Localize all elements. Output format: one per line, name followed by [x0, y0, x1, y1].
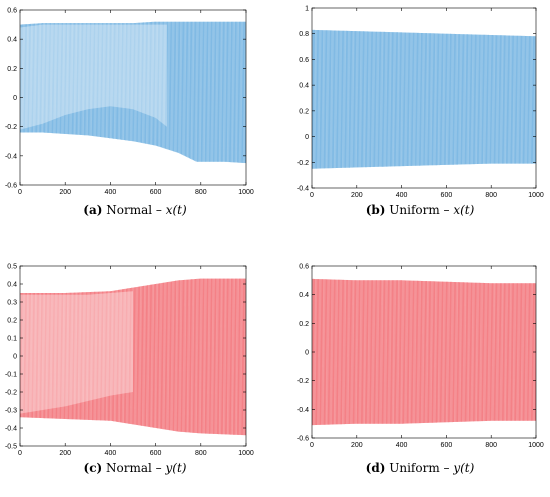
- oscillation-line: [20, 21, 246, 164]
- y-tick-label: 0.5: [7, 264, 17, 271]
- y-tick-label: -0.6: [5, 183, 17, 190]
- caption-var: x(t): [165, 203, 187, 217]
- caption-b: (b) Uniform – x(t): [320, 203, 520, 217]
- y-tick-label: -0.2: [5, 124, 17, 131]
- y-tick-label: 0: [13, 354, 17, 361]
- y-tick-label: 0.8: [299, 31, 309, 38]
- y-tick-label: -0.2: [297, 160, 309, 167]
- x-tick-label: 600: [441, 192, 453, 199]
- y-tick-label: 0.6: [299, 57, 309, 64]
- y-tick-label: 0: [13, 95, 17, 102]
- x-tick-label: 1000: [238, 450, 254, 457]
- series-group: [312, 29, 536, 169]
- y-tick-label: -0.4: [297, 407, 309, 414]
- caption-d: (d) Uniform – y(t): [320, 461, 520, 475]
- y-tick-label: -0.2: [5, 390, 17, 397]
- y-tick-label: -0.4: [5, 426, 17, 433]
- x-tick-label: 400: [105, 189, 117, 196]
- plot-svg: 0 200 400 600 800 1000 -0.5 -0.4 -0.3 -0.2 -0.1 0 0.…: [5, 264, 254, 458]
- axes-box: [311, 7, 537, 189]
- caption-letter: (a): [83, 203, 103, 217]
- plot-svg: 0 200 400 600 800 1000 -0.4 -0.2 0 0.2 0.4 0.6 0.8 1: [297, 6, 544, 200]
- y-tick-label: -0.1: [5, 372, 17, 379]
- x-tick-label: 200: [59, 450, 71, 457]
- x-tick-label: 200: [59, 189, 71, 196]
- y-tick-label: 0.3: [7, 300, 17, 307]
- y-tick-label: -0.5: [5, 444, 17, 451]
- y-tick-label: 0.6: [7, 8, 17, 15]
- caption-text: Normal –: [106, 461, 166, 475]
- x-tick-label: 600: [150, 189, 162, 196]
- oscillation-line: [312, 29, 536, 169]
- x-tick-label: 800: [195, 450, 207, 457]
- x-tick-label: 600: [441, 442, 453, 449]
- y-tick-label: 1: [305, 6, 309, 13]
- x-tick-label: 800: [195, 189, 207, 196]
- y-tick-label: -0.3: [5, 408, 17, 415]
- x-tick-label: 400: [396, 192, 408, 199]
- x-tick-label: 800: [485, 192, 497, 199]
- caption-var: x(t): [453, 203, 475, 217]
- light-region: [20, 291, 133, 414]
- panel-c: 0 200 400 600 800 1000 -0.5 -0.4 -0.3 -0.2 -0.1 0 0.…: [0, 258, 260, 458]
- x-tick-label: 1000: [528, 442, 544, 449]
- y-tick-label: 0: [305, 134, 309, 141]
- series-group: [20, 21, 246, 164]
- caption-text: Normal –: [106, 203, 166, 217]
- caption-text: Uniform –: [389, 203, 454, 217]
- light-region: [20, 24, 167, 130]
- x-tick-label: 200: [351, 442, 363, 449]
- x-tick-label: 800: [485, 442, 497, 449]
- caption-text: Uniform –: [389, 461, 454, 475]
- x-tick-label: 400: [396, 442, 408, 449]
- caption-var: y(t): [165, 461, 187, 475]
- y-tick-label: 0.2: [299, 108, 309, 115]
- y-tick-label: -0.4: [297, 186, 309, 193]
- y-tick-label: -0.4: [5, 153, 17, 160]
- y-tick-label: -0.6: [297, 436, 309, 443]
- x-tick-label: 400: [105, 450, 117, 457]
- y-tick-label: 0.4: [299, 292, 309, 299]
- caption-letter: (c): [83, 461, 103, 475]
- x-tick-label: 1000: [238, 189, 254, 196]
- x-tick-label: 0: [310, 192, 314, 199]
- oscillation-line: [20, 278, 246, 436]
- y-tick-label: 0.4: [7, 37, 17, 44]
- plot-svg: 0 200 400 600 800 1000 -0.6 -0.4 -0.2 0 0.2 0.4 0.6: [297, 264, 544, 450]
- y-tick-label: 0.4: [299, 83, 309, 90]
- caption-var: y(t): [453, 461, 475, 475]
- panel-b: 0 200 400 600 800 1000 -0.4 -0.2 0 0.2 0.4 0.6 0.8 1: [283, 0, 550, 205]
- y-tick-label: 0.2: [7, 318, 17, 325]
- x-tick-label: 0: [310, 442, 314, 449]
- x-tick-label: 1000: [528, 192, 544, 199]
- series-group: [312, 278, 536, 426]
- plot-svg: 0 200 400 600 800 1000 -0.6 -0.4 -0.2 0 0.2 0.4 0.6: [5, 8, 254, 197]
- panel-a: 0 200 400 600 800 1000 -0.6 -0.4 -0.2 0 0.2 0.4 0.6: [0, 0, 260, 205]
- y-tick-label: 0: [305, 350, 309, 357]
- panel-d: 0 200 400 600 800 1000 -0.6 -0.4 -0.2 0 0.2 0.4 0.6: [283, 258, 550, 458]
- y-tick-label: 0.2: [299, 321, 309, 328]
- y-tick-label: 0.4: [7, 282, 17, 289]
- caption-c: (c) Normal – y(t): [35, 461, 235, 475]
- y-tick-label: 0.2: [7, 66, 17, 73]
- x-tick-label: 600: [150, 450, 162, 457]
- caption-letter: (d): [365, 461, 386, 475]
- y-tick-label: -0.2: [297, 378, 309, 385]
- y-tick-label: 0.1: [7, 336, 17, 343]
- y-tick-label: 0.6: [299, 264, 309, 271]
- caption-letter: (b): [365, 203, 386, 217]
- series-group: [20, 278, 246, 436]
- caption-a: (a) Normal – x(t): [35, 203, 235, 217]
- x-tick-label: 0: [18, 450, 22, 457]
- x-tick-label: 200: [351, 192, 363, 199]
- x-tick-label: 0: [18, 189, 22, 196]
